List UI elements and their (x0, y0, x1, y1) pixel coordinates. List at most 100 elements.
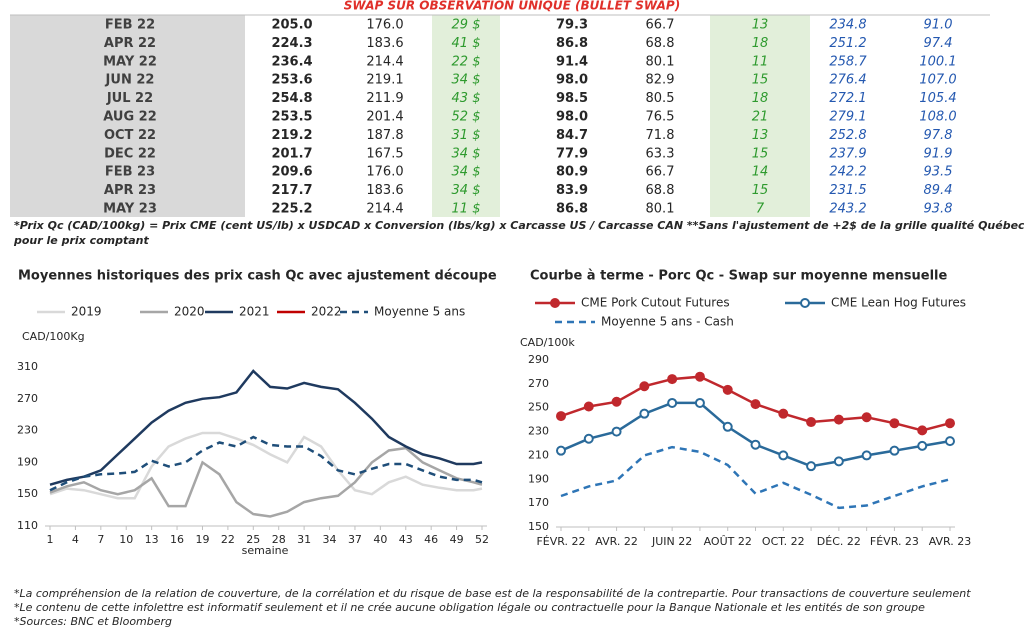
table-cell: APR 23 (104, 183, 156, 198)
table-cell: 97.8 (924, 128, 953, 143)
table-cell: 108.0 (919, 110, 956, 125)
table-cell: 22 $ (452, 54, 481, 69)
y-tick-label: 250 (528, 401, 549, 414)
table-cell: 80.1 (646, 202, 675, 217)
table-cell: 43 $ (452, 91, 481, 106)
table-cell: 91.9 (924, 146, 953, 161)
y-tick-label: 290 (528, 353, 549, 366)
table-cell: 86.8 (556, 202, 588, 217)
table-cell: 272.1 (829, 91, 866, 106)
legend-label: 2021 (239, 305, 270, 319)
table-cell: 21 (752, 110, 769, 125)
table-cell: 234.8 (829, 18, 866, 33)
series-line (49, 435, 483, 492)
x-tick-label: 4 (72, 533, 79, 546)
table-cell: 66.7 (646, 18, 675, 33)
x-tick-label: 40 (373, 533, 387, 546)
table-cell: 205.0 (271, 18, 312, 33)
legend-label: Moyenne 5 ans (374, 305, 465, 319)
table-cell: 217.7 (271, 183, 312, 198)
y-tick-label: 150 (17, 487, 38, 500)
point (861, 450, 872, 461)
point (806, 461, 817, 472)
table-cell: 187.8 (366, 128, 403, 143)
x-tick-label: 16 (170, 533, 184, 546)
point (583, 433, 594, 444)
x-tick-label: OCT. 22 (762, 535, 805, 548)
table-cell: 15 (752, 73, 769, 88)
x-tick-label: 22 (221, 533, 235, 546)
point (639, 408, 650, 419)
point (889, 418, 900, 429)
x-tick-label: AVR. 22 (595, 535, 638, 548)
table-cell: 14 (752, 165, 769, 180)
point (750, 439, 761, 450)
legend-marker (800, 298, 810, 308)
point (694, 397, 705, 408)
x-tick-label: 46 (424, 533, 438, 546)
x-tick-label: JUIN 22 (651, 535, 692, 548)
table-cell: 219.1 (366, 73, 403, 88)
table-cell: 77.9 (556, 146, 588, 161)
point (611, 426, 622, 437)
table-cell: 183.6 (366, 36, 403, 51)
table-cell: 237.9 (829, 146, 866, 161)
table-cell: 201.7 (271, 146, 312, 161)
y-tick-label: 270 (528, 377, 549, 390)
table-cell: JUL 22 (106, 91, 153, 106)
table-cell: 93.5 (924, 165, 953, 180)
table-cell: 253.5 (271, 110, 312, 125)
table-cell: 225.2 (271, 202, 312, 217)
legend-marker (550, 298, 560, 308)
y-tick-label: 230 (528, 425, 549, 438)
y-tick-label: 110 (17, 519, 38, 532)
point (917, 425, 928, 436)
table-cell: 52 $ (452, 110, 481, 125)
x-tick-label: AOÛT 22 (704, 535, 752, 548)
green-column-bg (710, 15, 810, 217)
x-tick-label: 49 (450, 533, 464, 546)
table-cell: 66.7 (646, 165, 675, 180)
table-cell: 15 (752, 183, 769, 198)
legend-label: CME Pork Cutout Futures (581, 296, 730, 310)
table-cell: FEB 22 (105, 18, 155, 33)
table-cell: 97.4 (924, 36, 953, 51)
table-cell: 167.5 (366, 146, 403, 161)
footnote: *La compréhension de la relation de couv… (14, 587, 971, 600)
point (945, 418, 955, 429)
table-cell: 34 $ (452, 183, 481, 198)
series-line (49, 446, 483, 518)
table-cell: JUN 22 (105, 73, 155, 88)
table-cell: DEC 22 (104, 146, 156, 161)
table-cell: 242.2 (829, 165, 866, 180)
table-cell: 107.0 (919, 73, 956, 88)
table-cell: 13 (752, 128, 769, 143)
point (861, 412, 872, 423)
series-line (560, 445, 951, 510)
table-cell: 11 (752, 54, 769, 69)
table-cell: 258.7 (829, 54, 867, 69)
table-cell: 7 (756, 202, 765, 217)
table-cell: 219.2 (271, 128, 312, 143)
table-cell: 34 $ (452, 165, 481, 180)
table-cell: 91.4 (556, 54, 588, 69)
table-cell: 243.2 (829, 202, 866, 217)
x-tick-label: 13 (145, 533, 159, 546)
legend-label: Moyenne 5 ans - Cash (601, 315, 734, 329)
point (722, 421, 733, 432)
table-note: pour le prix comptant (13, 234, 149, 247)
table-note: *Prix Qc (CAD/100kg) = Prix CME (cent US… (14, 219, 1024, 232)
table-cell: 93.8 (924, 202, 953, 217)
y-tick-label: 270 (17, 392, 38, 405)
y-tick-label: 310 (17, 360, 38, 373)
point (833, 414, 844, 425)
legend-label: 2019 (71, 305, 102, 319)
x-tick-label: 37 (348, 533, 362, 546)
table-cell: 76.5 (646, 110, 675, 125)
table-cell: 98.0 (556, 73, 588, 88)
table-cell: 231.5 (829, 183, 866, 198)
table-cell: 91.0 (924, 18, 953, 33)
table-cell: 68.8 (646, 183, 675, 198)
table-cell: FEB 23 (105, 165, 155, 180)
legend-label: CME Lean Hog Futures (831, 296, 966, 310)
